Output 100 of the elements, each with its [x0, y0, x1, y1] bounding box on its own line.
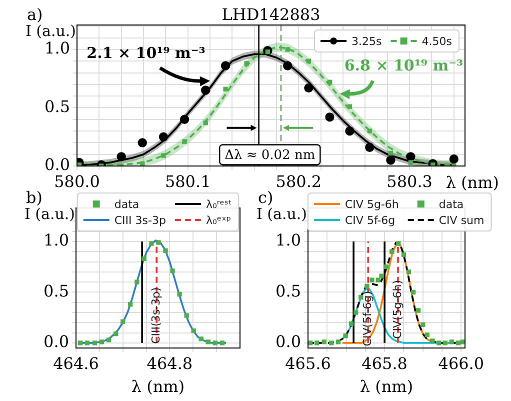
y-tick-label: 0.0 — [276, 332, 301, 352]
point — [200, 86, 210, 95]
y-tick-label: 1.0 — [44, 230, 69, 250]
point — [182, 139, 187, 144]
point — [84, 340, 90, 346]
point — [408, 160, 414, 165]
point — [406, 152, 416, 162]
y-tick-label: 1.0 — [276, 230, 301, 250]
point — [365, 142, 374, 152]
point — [156, 240, 161, 245]
point — [442, 340, 448, 346]
legend-label: λ₀ᵉˣᵖ — [206, 214, 232, 227]
point — [116, 152, 126, 162]
point — [158, 132, 168, 142]
point — [198, 336, 204, 342]
x-tick-label: 466.0 — [438, 354, 484, 373]
point — [92, 340, 98, 346]
point — [345, 126, 354, 136]
point — [99, 340, 104, 344]
point — [390, 249, 394, 254]
legend-label: λ₀ʳᵉˢᵗ — [206, 198, 232, 211]
legend-label: CIV sum — [438, 214, 484, 227]
point — [113, 331, 118, 336]
text: a) — [27, 5, 43, 24]
point — [308, 340, 313, 346]
point — [384, 264, 388, 270]
point — [424, 332, 430, 338]
y-axis-title: I (a.u.) — [256, 205, 307, 223]
point — [128, 302, 133, 307]
point — [376, 278, 380, 282]
y-axis-title: I (a.u.) — [24, 205, 75, 223]
point — [396, 241, 401, 246]
point — [348, 321, 354, 326]
point — [220, 340, 225, 346]
point — [78, 340, 83, 346]
point — [306, 58, 312, 64]
point — [420, 322, 426, 327]
legend-label: CIV 5f-6g — [345, 214, 396, 227]
point — [388, 150, 394, 156]
point — [191, 328, 196, 334]
x-tick-label: 580.0 — [54, 172, 100, 191]
point — [456, 340, 460, 346]
point — [386, 156, 396, 165]
point — [138, 138, 148, 148]
point — [449, 154, 459, 164]
y-axis-title: I (a.u.) — [25, 22, 76, 40]
point — [370, 278, 374, 282]
x-axis-title: λ (nm) — [360, 377, 414, 396]
point — [336, 340, 341, 344]
point — [449, 340, 454, 344]
annotation: 6.8 × 10¹⁹ m⁻³ — [344, 56, 464, 75]
legend-label: CIV 5g-6h — [345, 198, 399, 211]
annotation: CIV(5f-6g) — [360, 290, 374, 346]
point — [410, 290, 416, 295]
point — [322, 340, 326, 344]
point — [343, 333, 348, 338]
point — [304, 83, 314, 93]
y-tick-label: 1.0 — [44, 38, 70, 58]
x-tick-label: 580.3 — [386, 172, 432, 191]
legend-label: 4.50s — [422, 34, 452, 48]
y-tick-label: 0.5 — [44, 96, 70, 116]
x-tick-label: 580.2 — [276, 172, 322, 191]
point — [379, 274, 384, 278]
chart-title: LHD142883 — [222, 5, 320, 24]
point — [285, 47, 290, 52]
point — [206, 340, 210, 344]
legend-label: data — [114, 198, 140, 211]
point — [149, 241, 154, 246]
point — [283, 61, 292, 70]
point — [406, 270, 412, 274]
point — [177, 292, 182, 297]
point — [220, 61, 230, 70]
legend-label: 3.25s — [352, 34, 382, 48]
point — [106, 338, 112, 342]
point — [327, 80, 332, 84]
legend-label: CIII 3s-3p — [114, 214, 166, 227]
point — [134, 280, 140, 284]
point — [180, 114, 190, 124]
point — [401, 252, 406, 257]
x-tick-label: 580.1 — [164, 172, 211, 191]
point — [354, 310, 358, 315]
point — [161, 153, 166, 158]
point — [364, 284, 370, 288]
point — [212, 340, 218, 346]
point — [430, 338, 435, 344]
point — [325, 112, 334, 122]
x-tick-label: 464.8 — [146, 354, 193, 373]
text: b) — [26, 188, 42, 207]
point — [347, 104, 352, 109]
y-tick-label: 0.0 — [44, 155, 70, 174]
y-tick-label: 0.5 — [44, 281, 69, 300]
point — [223, 86, 228, 92]
legend-label: data — [438, 198, 464, 211]
point — [436, 340, 442, 346]
point — [244, 61, 249, 66]
text: c) — [258, 188, 274, 207]
point — [170, 268, 175, 274]
x-tick-label: 465.8 — [362, 354, 408, 373]
point — [142, 256, 146, 262]
x-axis-title: λ (nm) — [446, 173, 499, 192]
